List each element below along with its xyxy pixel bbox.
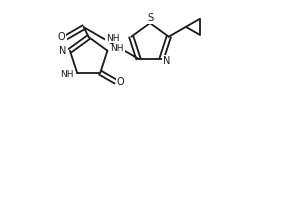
Text: NH: NH [111,44,124,53]
Text: S: S [147,13,153,23]
Text: O: O [58,32,66,42]
Text: N: N [59,46,67,56]
Text: NH: NH [61,70,74,79]
Text: N: N [163,56,170,66]
Text: O: O [117,77,124,87]
Text: NH: NH [106,34,119,43]
